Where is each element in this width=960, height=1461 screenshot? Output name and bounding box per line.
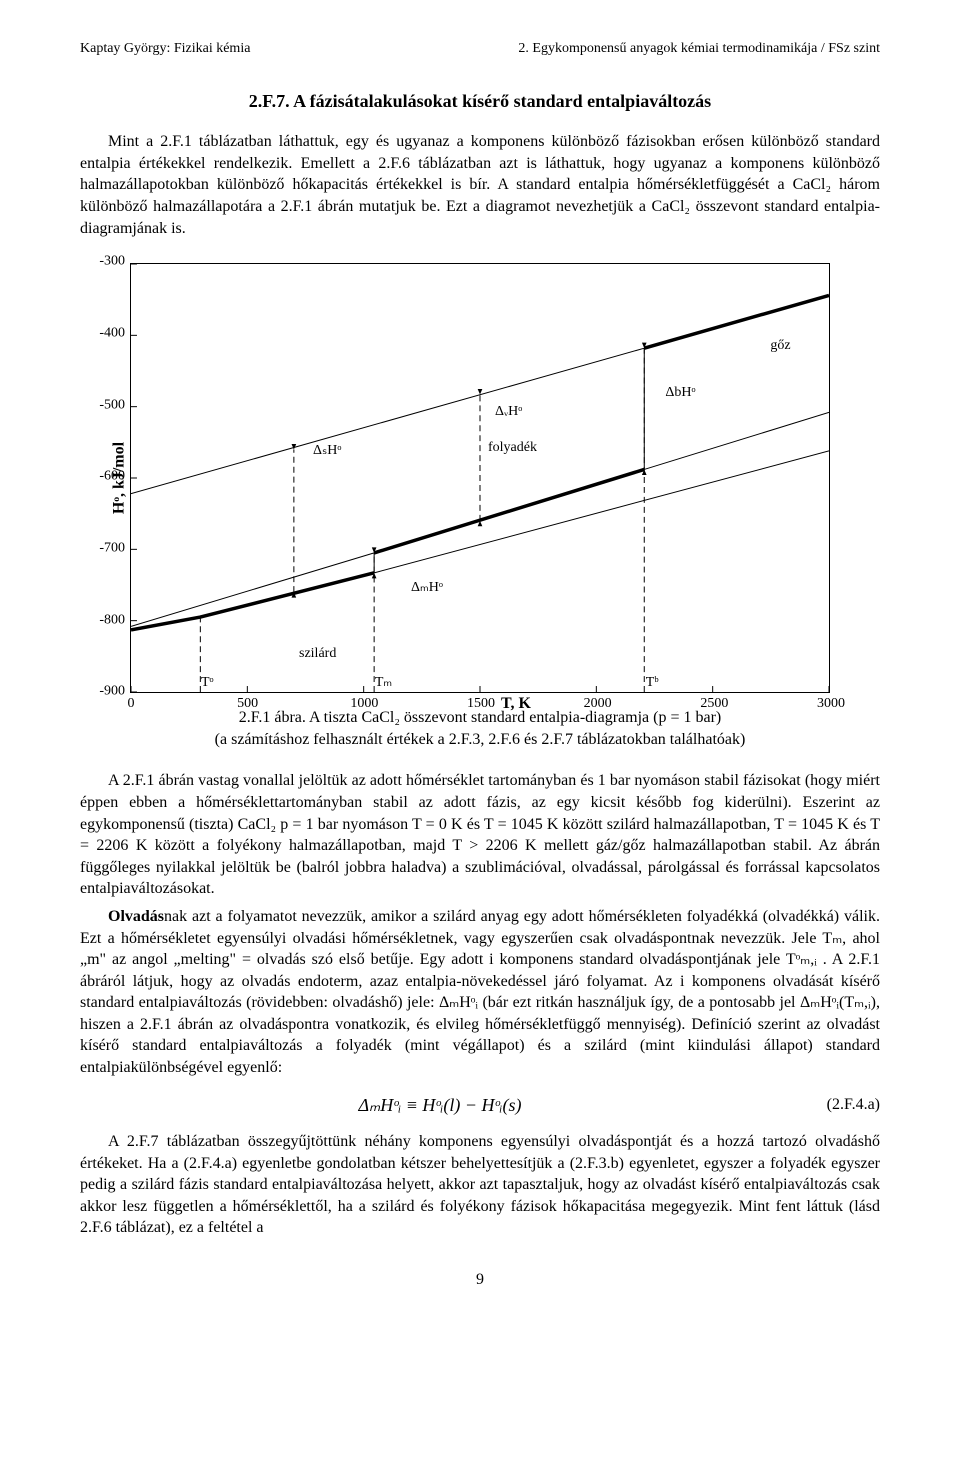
- figure-caption-line2: (a számításhoz felhasznált értékek a 2.F…: [215, 731, 746, 748]
- equation-formula: ΔₘHᵒᵢ ≡ Hᵒᵢ(l) − Hᵒᵢ(s): [80, 1093, 800, 1117]
- x-tick: 2500: [700, 695, 728, 714]
- x-tick: 1500: [467, 695, 495, 714]
- running-head-left: Kaptay György: Fizikai kémia: [80, 40, 250, 59]
- x-tick: 0: [128, 695, 135, 714]
- paragraph-3: Olvadásnak azt a folyamatot nevezzük, am…: [80, 906, 880, 1079]
- chart-label: ΔₘHᵒ: [411, 579, 443, 598]
- equation-number: (2.F.4.a): [800, 1094, 880, 1116]
- chart-label: ΔₛHᵒ: [313, 442, 341, 461]
- y-tick: -900: [85, 683, 125, 702]
- bold-olvadas: Olvadás: [108, 908, 164, 925]
- page-number: 9: [80, 1269, 880, 1291]
- y-tick: -600: [85, 468, 125, 487]
- x-tick: 2000: [584, 695, 612, 714]
- paragraph-3-body: nak azt a folyamatot nevezzük, amikor a …: [80, 908, 880, 1076]
- chart-label: ΔbHᵒ: [665, 384, 695, 403]
- chart-label: Tᵇ: [646, 674, 659, 693]
- chart-svg: [131, 264, 829, 692]
- y-tick: -300: [85, 253, 125, 272]
- y-tick: -400: [85, 324, 125, 343]
- y-tick: -700: [85, 539, 125, 558]
- chart-x-label: T, K: [501, 693, 531, 715]
- y-tick: -500: [85, 396, 125, 415]
- x-tick: 3000: [817, 695, 845, 714]
- chart-label: szilárd: [299, 645, 336, 664]
- paragraph-1: Mint a 2.F.1 táblázatban láthattuk, egy …: [80, 131, 880, 239]
- x-tick: 500: [237, 695, 258, 714]
- chart-label: Tₘ: [375, 674, 392, 693]
- chart-label: Tᵒ: [201, 674, 214, 693]
- paragraph-2: A 2.F.1 ábrán vastag vonallal jelöltük a…: [80, 770, 880, 900]
- y-tick: -800: [85, 611, 125, 630]
- chart-label: gőz: [770, 337, 790, 356]
- x-tick: 1000: [350, 695, 378, 714]
- enthalpy-chart: Hᵒ, kJ/mol T, K 050010001500200025003000…: [130, 263, 830, 693]
- running-head-right: 2. Egykomponensű anyagok kémiai termodin…: [518, 40, 880, 59]
- section-title: 2.F.7. A fázisátalakulásokat kísérő stan…: [80, 89, 880, 113]
- chart-label: ΔᵥHᵒ: [495, 403, 522, 422]
- chart-label: folyadék: [488, 439, 537, 458]
- paragraph-4: A 2.F.7 táblázatban összegyűjtöttünk néh…: [80, 1131, 880, 1239]
